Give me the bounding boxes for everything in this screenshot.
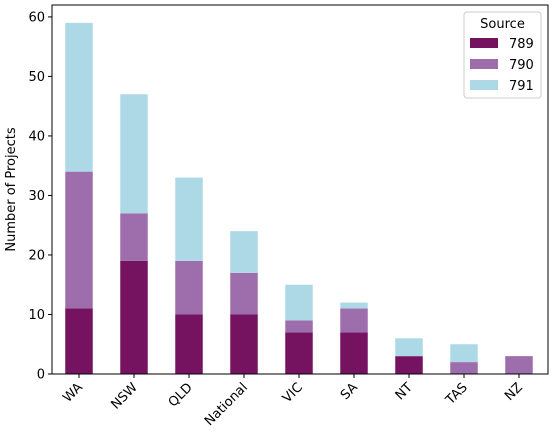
- legend-swatch-789: [470, 38, 498, 48]
- plot-frame: [51, 4, 549, 375]
- y-tick-label: 60: [28, 10, 45, 25]
- bar-segment-789-WA: [65, 308, 93, 374]
- y-tick-label: 20: [28, 248, 45, 263]
- bar-segment-790-NZ: [505, 356, 533, 374]
- bar-segment-790-NSW: [120, 213, 148, 261]
- bar-segment-791-NSW: [120, 94, 148, 214]
- bar-segment-791-National: [230, 231, 258, 273]
- y-tick-label: 30: [28, 189, 45, 204]
- x-tick-label-nz: NZ: [502, 380, 526, 404]
- bar-segment-790-SA: [340, 308, 368, 333]
- legend-swatch-790: [470, 59, 498, 69]
- x-tick-label-nt: NT: [393, 380, 416, 403]
- bar-segment-791-SA: [340, 302, 368, 309]
- bars-layer: [65, 22, 533, 374]
- bar-segment-791-NT: [395, 338, 423, 357]
- legend-label-790: 790: [509, 58, 534, 73]
- x-tick-label-sa: SA: [338, 380, 361, 403]
- bar-segment-789-SA: [340, 332, 368, 374]
- y-tick-label: 0: [37, 368, 45, 383]
- legend-title: Source: [480, 17, 525, 32]
- y-axis-label: Number of Projects: [4, 127, 19, 251]
- bar-segment-791-WA: [65, 22, 93, 172]
- bar-segment-791-TAS: [450, 344, 478, 363]
- legend-label-789: 789: [509, 37, 534, 52]
- bar-segment-790-QLD: [175, 260, 203, 315]
- bar-segment-789-VIC: [285, 332, 313, 374]
- bar-segment-789-National: [230, 314, 258, 374]
- bar-segment-791-VIC: [285, 284, 313, 321]
- bar-segment-789-QLD: [175, 314, 203, 374]
- bar-segment-789-NT: [395, 356, 423, 374]
- x-tick-label-tas: TAS: [442, 380, 470, 408]
- legend-swatch-791: [470, 80, 498, 90]
- x-axis: WA NSW QLD National VIC SA NT TAS NZ: [60, 374, 526, 429]
- x-tick-label-national: National: [202, 380, 251, 429]
- y-axis: 0 10 20 30 40 50 60: [28, 10, 52, 383]
- x-tick-label-wa: WA: [60, 380, 86, 406]
- bar-segment-790-WA: [65, 171, 93, 309]
- legend: Source 789 790 791: [463, 11, 542, 99]
- legend-box: [463, 11, 542, 99]
- y-tick-label: 40: [28, 129, 45, 144]
- bar-segment-790-TAS: [450, 362, 478, 374]
- legend-label-791: 791: [509, 79, 534, 94]
- y-tick-label: 10: [28, 308, 45, 323]
- x-tick-label-nsw: NSW: [108, 380, 141, 413]
- x-tick-label-qld: QLD: [166, 380, 196, 410]
- bar-segment-790-National: [230, 272, 258, 315]
- bar-segment-790-VIC: [285, 320, 313, 333]
- y-tick-label: 50: [28, 70, 45, 85]
- bar-segment-791-QLD: [175, 177, 203, 261]
- bar-segment-789-NSW: [120, 260, 148, 374]
- x-tick-label-vic: VIC: [280, 380, 306, 406]
